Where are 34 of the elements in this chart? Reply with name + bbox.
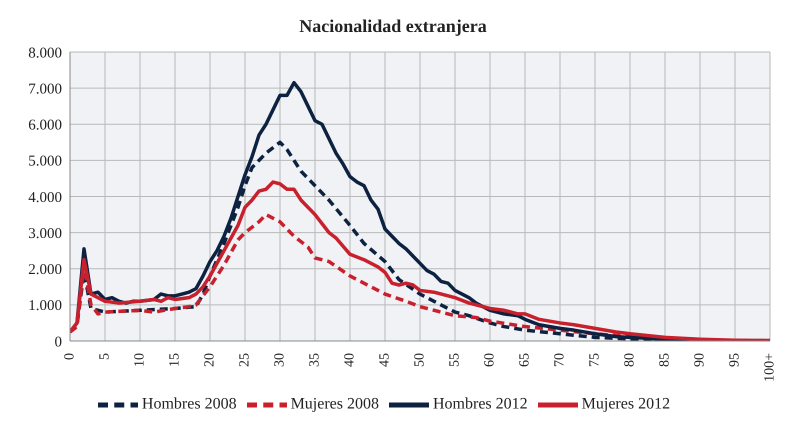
x-tick-label: 45: [378, 353, 392, 367]
x-tick-label: 100+: [762, 352, 778, 382]
y-tick-label: 2.000: [28, 262, 62, 278]
y-tick-label: 4.000: [28, 190, 62, 206]
x-tick-label: 10: [132, 353, 148, 367]
x-tick-label: 70: [552, 353, 568, 367]
x-tick-label: 75: [588, 353, 602, 367]
legend-label: Hombres 2012: [433, 396, 528, 413]
x-tick-label: 60: [482, 353, 498, 367]
y-tick-label: 7.000: [28, 81, 62, 98]
x-tick-label: 35: [308, 353, 322, 367]
x-tick-label: 55: [448, 353, 462, 367]
legend-label: Mujeres 2008: [290, 396, 379, 413]
x-tick-label: 65: [518, 353, 532, 367]
x-tick-label: 40: [342, 353, 358, 367]
y-tick-label: 6.000: [28, 118, 62, 134]
x-tick-label: 0: [62, 353, 78, 360]
y-tick-label: 1.000: [28, 298, 62, 314]
chart-title: Nacionalidad extranjera: [298, 15, 488, 38]
x-tick-label: 80: [622, 353, 638, 367]
x-tick-label: 5: [98, 353, 112, 360]
legend-label: Mujeres 2012: [582, 396, 670, 413]
x-tick-label: 90: [692, 353, 708, 367]
x-tick-label: 25: [238, 353, 252, 367]
x-tick-label: 95: [728, 353, 742, 367]
legend-label: Hombres 2008: [142, 396, 237, 413]
x-tick-label: 50: [412, 353, 428, 367]
x-tick-label: 15: [168, 353, 182, 367]
x-tick-label: 85: [658, 353, 672, 367]
x-tick-label: 30: [272, 353, 288, 367]
y-tick-label: 8.000: [28, 45, 62, 62]
x-tick-label: 20: [202, 353, 218, 367]
y-tick-label: 5.000: [28, 154, 62, 170]
y-tick-label: 3.000: [28, 226, 62, 242]
